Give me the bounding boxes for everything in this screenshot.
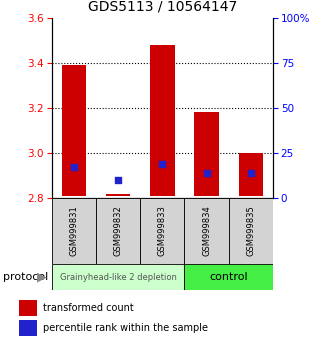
Point xyxy=(248,171,254,176)
Bar xyxy=(106,194,130,196)
Point xyxy=(71,164,77,170)
Text: ▶: ▶ xyxy=(37,270,46,284)
Bar xyxy=(229,198,273,264)
Title: GDS5113 / 10564147: GDS5113 / 10564147 xyxy=(88,0,237,14)
Text: GSM999835: GSM999835 xyxy=(246,206,255,256)
Point xyxy=(116,177,121,183)
Bar xyxy=(19,300,37,316)
Text: GSM999833: GSM999833 xyxy=(158,206,167,256)
Text: GSM999834: GSM999834 xyxy=(202,206,211,256)
Bar xyxy=(52,198,96,264)
Text: control: control xyxy=(209,272,248,282)
Text: transformed count: transformed count xyxy=(43,303,134,313)
Text: GSM999832: GSM999832 xyxy=(114,206,123,256)
Bar xyxy=(62,65,86,196)
Text: GSM999831: GSM999831 xyxy=(69,206,78,256)
Text: Grainyhead-like 2 depletion: Grainyhead-like 2 depletion xyxy=(60,273,176,281)
Point xyxy=(204,171,209,176)
Bar xyxy=(194,113,219,196)
Bar xyxy=(140,198,184,264)
Bar xyxy=(150,45,174,196)
Text: protocol: protocol xyxy=(3,272,49,282)
Bar xyxy=(19,320,37,336)
Text: percentile rank within the sample: percentile rank within the sample xyxy=(43,323,208,333)
Bar xyxy=(184,198,229,264)
Point xyxy=(160,161,165,167)
Bar xyxy=(52,264,184,290)
Bar xyxy=(96,198,140,264)
Bar xyxy=(184,264,273,290)
Bar xyxy=(239,153,263,196)
